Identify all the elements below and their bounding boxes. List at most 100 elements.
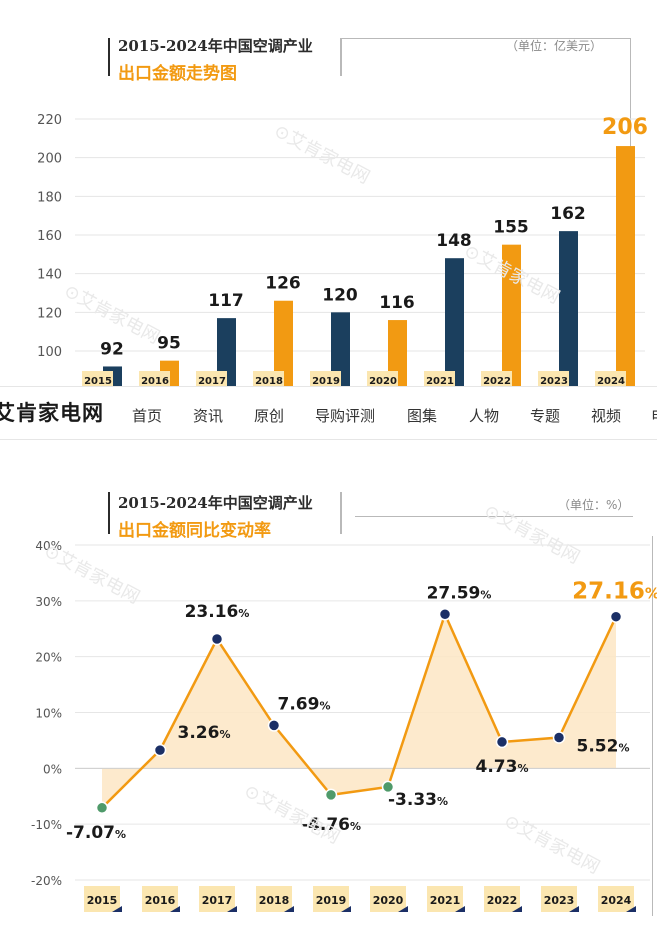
- bar: [217, 318, 236, 386]
- x-tick-label: 2024: [601, 894, 632, 907]
- badge-corner: [341, 906, 351, 912]
- x-tick-label: 2019: [312, 376, 340, 386]
- x-tick-label: 2023: [540, 376, 568, 386]
- chart-title: 2015-2024年中国空调产业 出口金额走势图: [108, 35, 313, 84]
- x-tick-label: 2016: [145, 894, 176, 907]
- y-tick-label: 220: [37, 113, 62, 128]
- y-tick-label: 120: [37, 306, 62, 321]
- data-value-label: 7.69%: [278, 694, 331, 714]
- percent-sign: %: [319, 699, 330, 712]
- x-tick-badge: [424, 371, 455, 386]
- nav-item-topics[interactable]: 专题: [530, 407, 561, 425]
- nav-item-news[interactable]: 资讯: [193, 407, 224, 425]
- frame-top-line-2: [355, 516, 633, 517]
- nav-item-appliances[interactable]: 电: [651, 405, 657, 426]
- y-tick-label: -20%: [31, 874, 62, 888]
- x-tick-badge: [538, 371, 569, 386]
- nav-item-videos[interactable]: 视频: [591, 407, 622, 425]
- bar-value-label: 162: [550, 204, 586, 224]
- data-point: [552, 731, 566, 744]
- data-value-number: 27.59: [427, 583, 481, 603]
- bar: [445, 258, 464, 386]
- data-value-label: 27.59%: [427, 583, 492, 603]
- x-tick-label: 2017: [202, 894, 233, 907]
- data-value-label: 5.52%: [577, 737, 630, 757]
- x-tick-label: 2016: [141, 376, 169, 386]
- bar-value-label: 95: [157, 334, 181, 354]
- title-accent-2: [108, 492, 110, 534]
- title-accent: [108, 38, 110, 76]
- x-tick-badge: [598, 886, 634, 912]
- data-point: [95, 801, 109, 815]
- x-tick-label: 2018: [255, 376, 283, 386]
- y-tick-label: 140: [37, 268, 62, 283]
- unit-label-2: （单位：%）: [558, 498, 630, 512]
- bar: [274, 300, 293, 386]
- bar-value-label: 206: [602, 115, 648, 140]
- nav-item-home[interactable]: 首页: [132, 407, 163, 425]
- y-tick-label: 0%: [43, 762, 62, 776]
- unit-label: （单位：亿美元）: [506, 39, 603, 53]
- data-point: [381, 780, 395, 794]
- x-tick-label: 2019: [316, 894, 347, 907]
- y-tick-label: 160: [37, 229, 62, 244]
- x-tick-label: 2017: [198, 376, 226, 386]
- data-value-number: 23.16: [185, 602, 239, 622]
- data-value-number: 7.69: [278, 694, 320, 714]
- chart2-title: 2015-2024年中国空调产业 出口金额同比变动率: [108, 492, 313, 541]
- x-tick-label: 2018: [259, 894, 290, 907]
- x-tick-badge: [595, 371, 626, 386]
- x-tick-label: 2024: [597, 376, 625, 386]
- nav-item-people[interactable]: 人物: [469, 407, 500, 425]
- site-logo[interactable]: 艾肯家电网: [0, 401, 104, 425]
- percent-sign: %: [115, 828, 126, 841]
- x-tick-badge: [253, 371, 284, 386]
- y-tick-label: 100: [37, 345, 62, 360]
- nav-item-gallery[interactable]: 图集: [407, 407, 438, 425]
- data-value-label: 3.26%: [178, 723, 231, 743]
- x-tick-badge: [541, 886, 577, 912]
- nav-item-original[interactable]: 原创: [254, 407, 285, 425]
- x-tick-badge: [139, 371, 170, 386]
- area-fill: [102, 614, 616, 808]
- data-value-number: -7.07: [66, 823, 115, 843]
- chart-title-line2: 出口金额走势图: [118, 64, 237, 84]
- frame-top-line: [340, 38, 630, 39]
- chart-title-line1: 2015-2024年中国空调产业: [118, 37, 313, 55]
- x-tick-label: 2021: [430, 894, 461, 907]
- percent-sign: %: [517, 762, 528, 775]
- x-tick-badge: [427, 886, 463, 912]
- data-point: [267, 719, 281, 732]
- x-tick-badge: [142, 886, 178, 912]
- bar: [388, 320, 407, 386]
- badge-corner: [455, 906, 465, 912]
- x-tick-label: 2020: [369, 376, 397, 386]
- yoy-change-area-chart: 2015-2024年中国空调产业 出口金额同比变动率 （单位：%） -20% -1…: [0, 440, 657, 946]
- x-tick-badge: [196, 371, 227, 386]
- nav-item-reviews[interactable]: 导购评测: [315, 407, 376, 425]
- data-value-number: 3.26: [178, 723, 220, 743]
- bar-value-label: 126: [265, 274, 301, 294]
- bar-value-label: 117: [208, 291, 244, 311]
- x-tick-badge: [313, 886, 349, 912]
- bar: [559, 231, 578, 386]
- export-amount-bar-chart: 2015-2024年中国空调产业 出口金额走势图 （单位：亿美元） 100 120…: [0, 0, 657, 386]
- data-point: [210, 632, 224, 646]
- y-tick-label: -10%: [31, 818, 62, 832]
- data-value-label: -4.76%: [301, 815, 361, 835]
- bar-value-label: 92: [100, 339, 124, 359]
- title-divider: [340, 38, 342, 76]
- data-value-label: 4.73%: [476, 757, 529, 777]
- badge-corner: [398, 906, 408, 912]
- area-chart-svg: -20%-10%0%10%20%30%40%-7.07%3.26%23.16%7…: [31, 539, 657, 912]
- data-value-number: -4.76: [301, 815, 350, 835]
- data-value-label: 27.16%: [572, 579, 657, 605]
- data-point: [438, 608, 452, 621]
- data-point: [609, 610, 623, 623]
- x-tick-label: 2015: [84, 376, 112, 386]
- bar: [331, 312, 350, 386]
- percent-sign: %: [645, 585, 657, 603]
- data-value-label: 23.16%: [185, 602, 250, 622]
- x-tick-label: 2022: [487, 894, 518, 907]
- data-value-number: 27.16: [572, 579, 645, 605]
